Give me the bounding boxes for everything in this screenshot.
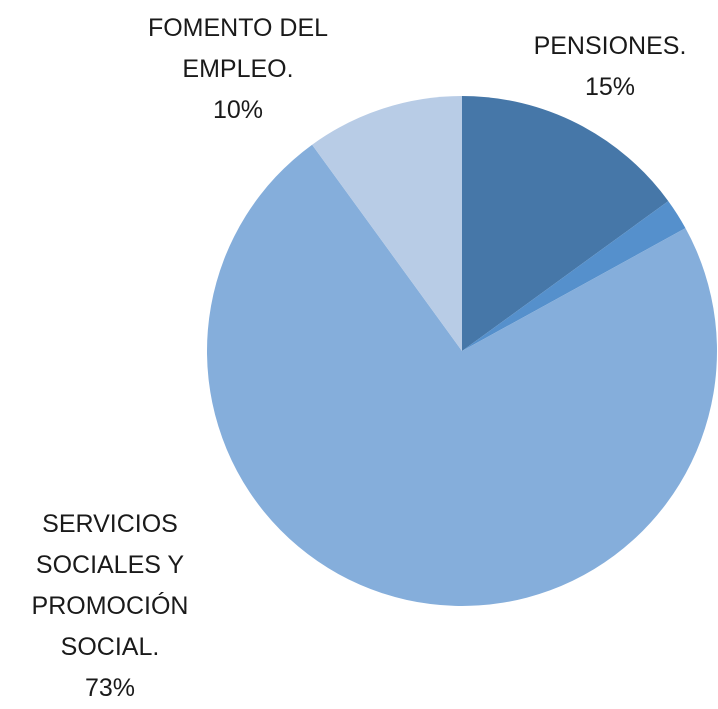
value-label: 15% bbox=[584, 73, 636, 101]
pie-slice bbox=[462, 201, 686, 351]
slice-label: FOMENTO DEL EMPLEO. 10% bbox=[120, 8, 356, 131]
value-label: 10% bbox=[212, 96, 264, 124]
pie-slice bbox=[312, 96, 462, 351]
category-label: FOMENTO DEL EMPLEO. bbox=[147, 14, 329, 83]
category-label: PENSIONES. bbox=[533, 32, 687, 60]
pie-slice bbox=[207, 144, 717, 607]
slice-label: PENSIONES. 15% bbox=[510, 26, 710, 108]
pie-slice bbox=[462, 96, 669, 351]
category-label: SERVICIOS SOCIALES Y PROMOCIÓN SOCIAL. bbox=[31, 510, 189, 661]
slice-label: SERVICIOS SOCIALES Y PROMOCIÓN SOCIAL. 73… bbox=[10, 504, 210, 709]
value-label: 73% bbox=[84, 674, 136, 702]
